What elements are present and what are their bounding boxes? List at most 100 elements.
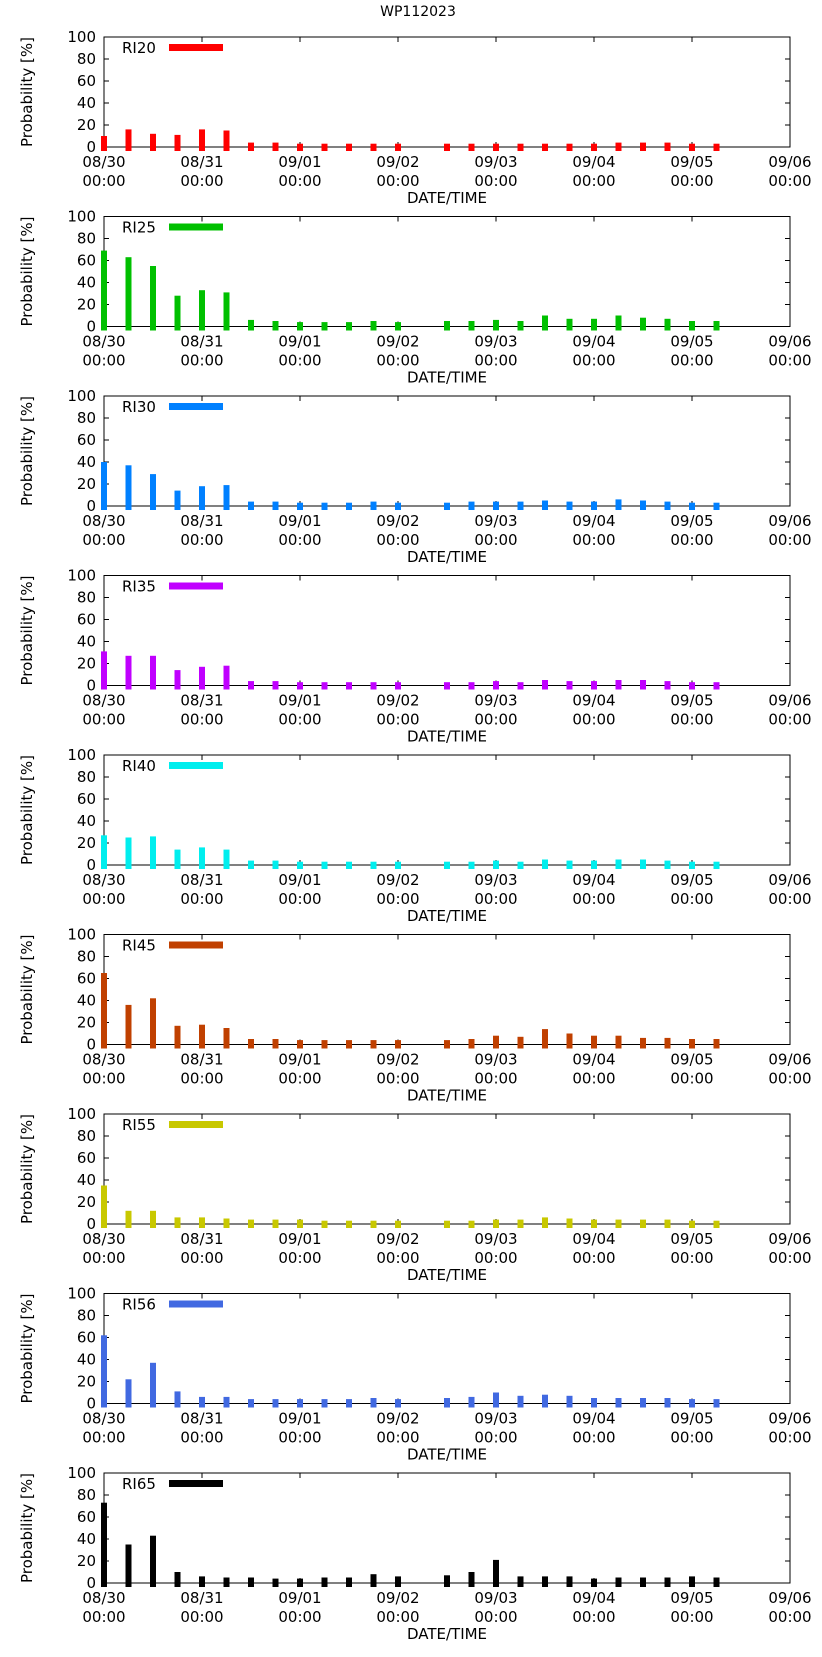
y-tick-label: 40	[77, 1171, 96, 1189]
x-tick-label-date: 09/05	[670, 153, 713, 171]
bar	[591, 681, 597, 690]
x-tick-label-time: 00:00	[768, 711, 811, 729]
bar	[689, 1220, 695, 1228]
x-tick-label-time: 00:00	[376, 1608, 419, 1626]
bar	[321, 143, 328, 151]
bar	[542, 859, 548, 869]
bar	[395, 1399, 401, 1408]
x-tick-label-time: 00:00	[572, 172, 615, 190]
legend-label: RI56	[122, 1296, 156, 1314]
y-tick-label: 20	[77, 1193, 96, 1211]
bar	[370, 1220, 377, 1228]
bar	[150, 133, 156, 151]
x-tick-label-time: 00:00	[670, 531, 713, 549]
bar	[664, 501, 671, 510]
plot-frame	[103, 36, 791, 148]
bar	[272, 1399, 279, 1408]
bar	[395, 322, 401, 331]
x-tick-label-date: 08/30	[82, 153, 125, 171]
bar	[493, 1559, 499, 1587]
bar	[444, 861, 450, 869]
x-tick-label-date: 09/01	[278, 692, 321, 710]
bar	[223, 849, 230, 869]
y-tick-label: 20	[77, 655, 96, 673]
bar	[493, 319, 499, 331]
x-tick-label-time: 00:00	[768, 1429, 811, 1447]
bar	[566, 1218, 573, 1228]
bar	[566, 143, 573, 151]
bar	[346, 322, 352, 331]
y-tick-label: 40	[77, 453, 96, 471]
bar	[174, 1217, 181, 1228]
bar	[591, 318, 597, 331]
bar	[125, 129, 132, 151]
x-tick-label-date: 09/03	[474, 1589, 517, 1607]
x-tick-label-date: 09/03	[474, 871, 517, 889]
bar	[664, 1037, 671, 1049]
y-tick-label: 20	[77, 1373, 96, 1391]
y-tick-label: 0	[86, 497, 96, 515]
bar	[297, 1040, 303, 1049]
bar	[199, 1576, 205, 1587]
x-tick-label-time: 00:00	[180, 352, 223, 370]
bar	[615, 1219, 622, 1228]
bar	[346, 1040, 352, 1049]
bar	[517, 321, 524, 331]
bar	[223, 292, 230, 331]
x-tick-label-date: 09/02	[376, 1230, 419, 1248]
bar	[199, 847, 205, 869]
x-tick-label-date: 09/04	[572, 1230, 615, 1248]
bar	[248, 1577, 254, 1587]
x-tick-label-time: 00:00	[82, 1429, 125, 1447]
bar	[199, 290, 205, 331]
x-tick-label-time: 00:00	[474, 172, 517, 190]
bar	[615, 499, 622, 510]
x-tick-label-time: 00:00	[670, 1070, 713, 1088]
legend-label: RI20	[122, 39, 156, 57]
bar	[346, 1577, 352, 1587]
x-tick-label-time: 00:00	[474, 1608, 517, 1626]
bar	[370, 1040, 377, 1049]
bar	[297, 502, 303, 510]
y-tick-label: 100	[67, 208, 96, 226]
bar	[689, 861, 695, 869]
x-tick-label-time: 00:00	[180, 1249, 223, 1267]
bar	[615, 142, 622, 151]
x-tick-label-date: 09/02	[376, 1410, 419, 1428]
panel-ri55: 02040608010008/3000:0008/3100:0009/0100:…	[18, 1105, 812, 1284]
bar	[125, 257, 132, 331]
y-tick-label: 80	[77, 230, 96, 248]
bar	[444, 1040, 450, 1049]
x-tick-label-date: 09/03	[474, 333, 517, 351]
x-tick-label-date: 09/06	[768, 512, 811, 530]
x-tick-label-date: 08/31	[180, 1051, 223, 1069]
bar	[223, 1218, 230, 1228]
bar	[297, 322, 303, 331]
legend-swatch	[169, 1480, 223, 1487]
x-tick-label-time: 00:00	[376, 531, 419, 549]
bar	[689, 321, 695, 331]
x-tick-label-time: 00:00	[278, 531, 321, 549]
bar	[272, 501, 279, 510]
x-tick-label-time: 00:00	[278, 711, 321, 729]
x-tick-label-time: 00:00	[82, 1070, 125, 1088]
bar	[101, 136, 107, 151]
y-tick-label: 100	[67, 926, 96, 944]
y-tick-label: 60	[77, 72, 96, 90]
x-tick-label-date: 08/31	[180, 512, 223, 530]
x-tick-label-time: 00:00	[670, 1608, 713, 1626]
x-tick-label-date: 09/05	[670, 692, 713, 710]
panel-ri65: 02040608010008/3000:0008/3100:0009/0100:…	[18, 1464, 812, 1643]
bar	[689, 502, 695, 510]
x-tick-label-date: 08/30	[82, 512, 125, 530]
bar	[713, 861, 720, 869]
bar	[101, 1502, 107, 1587]
y-tick-label: 0	[86, 1036, 96, 1054]
y-tick-label: 40	[77, 274, 96, 292]
x-tick-label-time: 00:00	[572, 531, 615, 549]
bar	[150, 998, 156, 1049]
x-axis-label: DATE/TIME	[407, 907, 487, 925]
bar	[493, 143, 499, 151]
bar	[150, 655, 156, 690]
